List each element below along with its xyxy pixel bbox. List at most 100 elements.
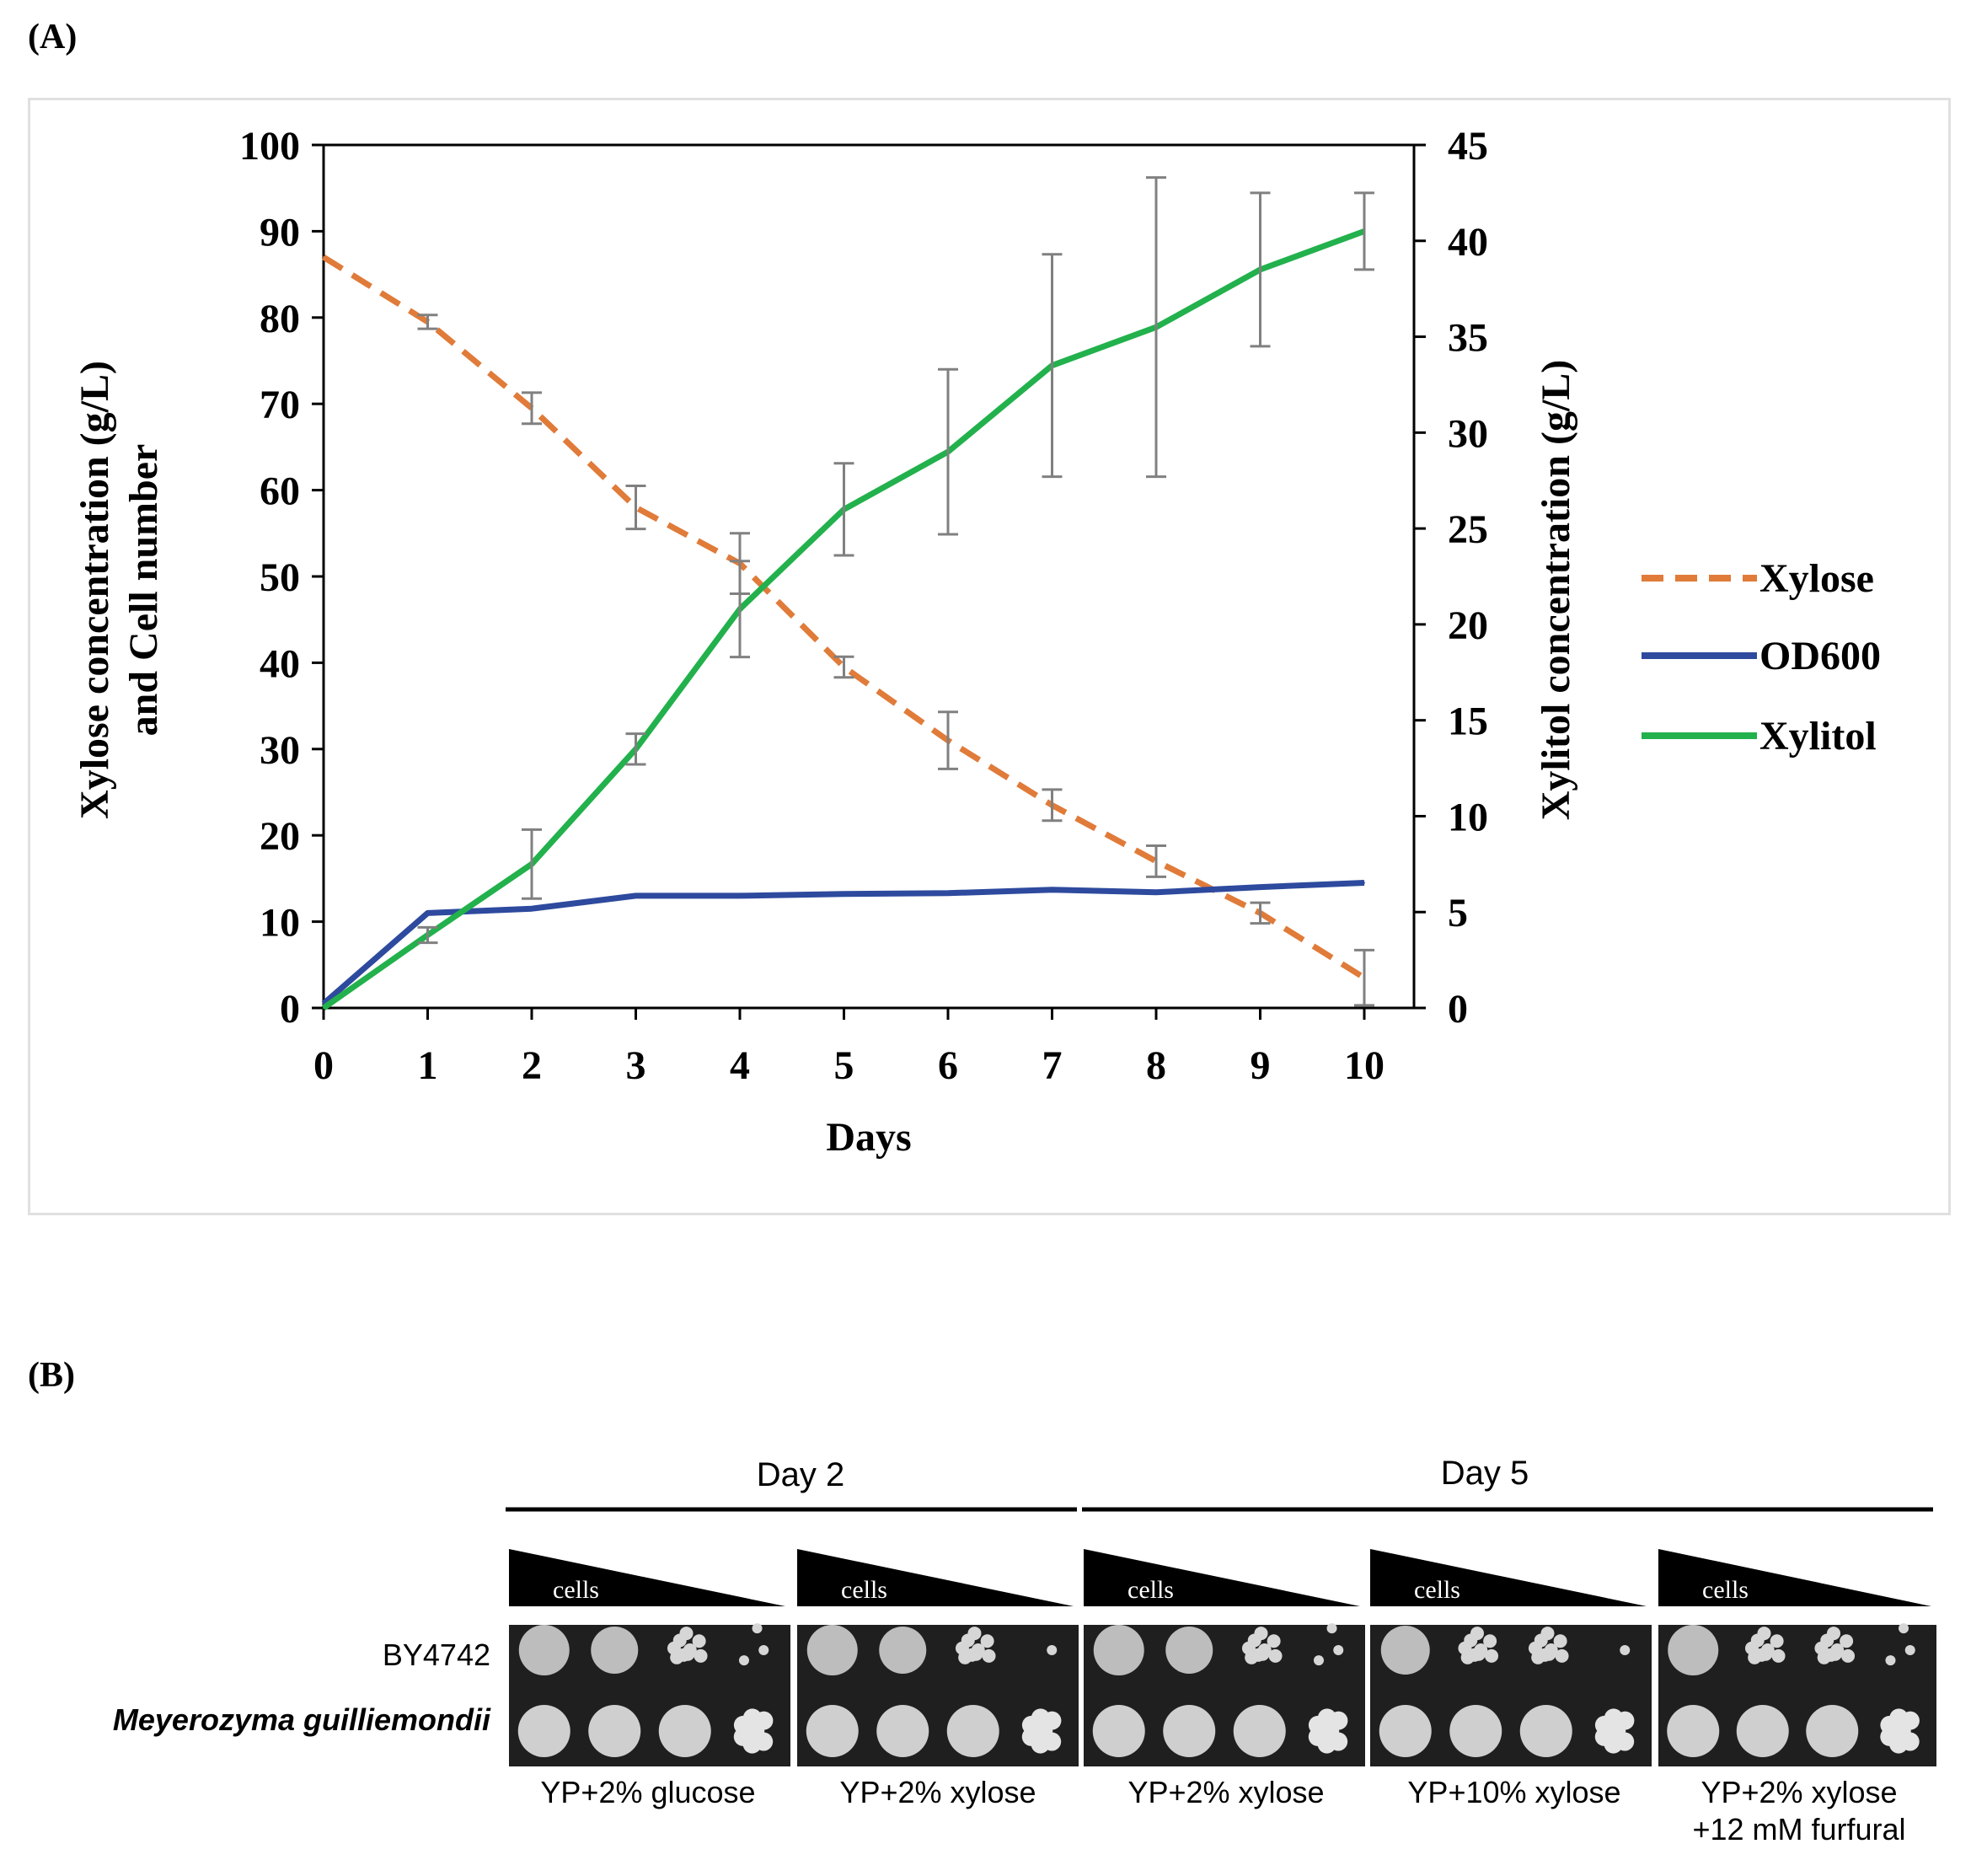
yeast-colony <box>1841 1648 1856 1663</box>
cells-label: cells <box>553 1576 599 1604</box>
panel-b-label: (B) <box>28 1356 75 1395</box>
x-tick-label: 2 <box>522 1043 542 1088</box>
yeast-spot <box>1165 1627 1213 1674</box>
yeast-colony <box>1467 1648 1481 1662</box>
yeast-colony <box>961 1633 975 1648</box>
yeast-spot <box>876 1705 929 1757</box>
y-axis-label-right: Xylitol concentration (g/L) <box>1534 360 1578 821</box>
yeast-spot <box>1519 1705 1572 1757</box>
x-tick-label: 8 <box>1146 1043 1166 1088</box>
condition-line: YP+10% xylose <box>1407 1775 1621 1809</box>
data-point-od600 <box>739 894 741 897</box>
yeast-spot <box>1092 1705 1145 1757</box>
yeast-spot <box>806 1625 858 1675</box>
cells-label: cells <box>1414 1576 1460 1604</box>
y-left-tick-label: 60 <box>260 469 300 514</box>
yeast-spot <box>1163 1705 1216 1757</box>
yeast-spot <box>1449 1705 1502 1757</box>
y-left-tick-label: 30 <box>260 728 300 773</box>
yeast-colony <box>1555 1648 1569 1663</box>
x-tick-label: 4 <box>730 1043 750 1088</box>
yeast-spot <box>1093 1625 1144 1675</box>
cells-label: cells <box>1702 1576 1749 1604</box>
condition-line: +12 mM furfural <box>1692 1812 1906 1847</box>
yeast-colony <box>1885 1655 1896 1666</box>
yeast-colony <box>1904 1645 1915 1655</box>
yeast-spot <box>517 1705 570 1757</box>
x-tick-label: 9 <box>1251 1043 1271 1088</box>
day5-label: Day 5 <box>1441 1455 1529 1492</box>
cells-label: cells <box>841 1576 887 1604</box>
yeast-colony <box>1553 1634 1567 1648</box>
yeast-colony <box>1771 1648 1786 1663</box>
x-tick-label: 1 <box>418 1043 438 1088</box>
x-tick-label: 3 <box>626 1043 646 1088</box>
y-right-tick-label: 20 <box>1448 603 1488 648</box>
yeast-spot <box>1736 1705 1789 1757</box>
dilution-wedge <box>797 1549 1074 1606</box>
yeast-spot <box>806 1705 859 1757</box>
yeast-colony <box>1247 1633 1261 1648</box>
condition-line: YP+2% glucose <box>540 1775 756 1809</box>
y-axis-label-left-line1: Xylose concentration (g/L) <box>72 361 117 819</box>
y-left-tick-label: 90 <box>260 210 300 255</box>
y-right-tick-label: 0 <box>1448 987 1468 1032</box>
y-right-tick-label: 25 <box>1448 507 1488 552</box>
data-point-od600 <box>947 892 949 894</box>
condition-line: YP+2% xylose <box>1701 1775 1898 1809</box>
yeast-spot <box>1379 1705 1432 1757</box>
x-tick-label: 0 <box>313 1043 334 1088</box>
yeast-colony <box>694 1648 708 1663</box>
y-right-tick-label: 40 <box>1448 220 1488 265</box>
dilution-wedge <box>1658 1549 1931 1606</box>
yeast-colony <box>980 1634 994 1648</box>
y-left-tick-label: 40 <box>260 641 300 686</box>
day2-label: Day 2 <box>757 1456 845 1493</box>
x-tick-label: 6 <box>938 1043 958 1088</box>
yeast-colony <box>672 1633 687 1648</box>
yeast-colony <box>1820 1633 1834 1648</box>
y-right-tick-label: 45 <box>1448 124 1488 169</box>
yeast-colony <box>1329 1711 1348 1730</box>
yeast-spot <box>588 1705 641 1757</box>
y-right-tick-label: 5 <box>1448 891 1468 935</box>
yeast-colony <box>1326 1623 1337 1634</box>
yeast-spot <box>879 1627 927 1674</box>
yeast-colony <box>754 1711 774 1730</box>
y-left-tick-label: 50 <box>260 555 300 600</box>
yeast-colony <box>738 1655 749 1666</box>
y-left-tick-label: 80 <box>260 297 300 341</box>
yeast-colony <box>1042 1711 1062 1730</box>
data-point-od600 <box>843 892 845 895</box>
y-left-tick-label: 70 <box>260 383 300 427</box>
x-tick-label: 5 <box>834 1043 854 1088</box>
yeast-colony <box>1754 1648 1769 1662</box>
condition-label: YP+2% glucose <box>506 1774 790 1811</box>
condition-label: YP+2% xylose <box>1084 1774 1368 1811</box>
yeast-spot <box>1667 1705 1720 1757</box>
yeast-colony <box>1824 1648 1838 1662</box>
yeast-colony <box>1538 1648 1552 1662</box>
y-right-tick-label: 30 <box>1448 411 1488 456</box>
data-point-od600 <box>1051 888 1053 891</box>
yeast-spot <box>518 1625 570 1675</box>
yeast-colony <box>1267 1634 1281 1648</box>
y-right-tick-label: 35 <box>1448 316 1488 361</box>
strain-label-meyerozyma: Meyerozyma guilliemondii <box>113 1702 491 1737</box>
yeast-colony <box>692 1634 706 1648</box>
chart-frame <box>28 98 1951 1215</box>
yeast-colony <box>1313 1655 1324 1666</box>
yeast-colony <box>1251 1648 1266 1662</box>
yeast-colony <box>1899 1623 1909 1634</box>
yeast-colony <box>1268 1648 1283 1663</box>
data-point-xylitol <box>323 1007 324 1009</box>
strain-label-by4742: BY4742 <box>383 1637 490 1672</box>
line-chart: 0 1 2 3 4 5 6 7 8 9 100102030405060708090100051015… <box>72 124 1881 1160</box>
yeast-spot <box>1668 1625 1719 1675</box>
data-point-od600 <box>426 912 429 914</box>
condition-line: YP+2% xylose <box>839 1775 1036 1809</box>
series-line-xylose <box>322 255 1366 981</box>
yeast-colony <box>1615 1711 1635 1730</box>
yeast-colony <box>1464 1633 1478 1648</box>
yeast-colony <box>1770 1634 1784 1648</box>
